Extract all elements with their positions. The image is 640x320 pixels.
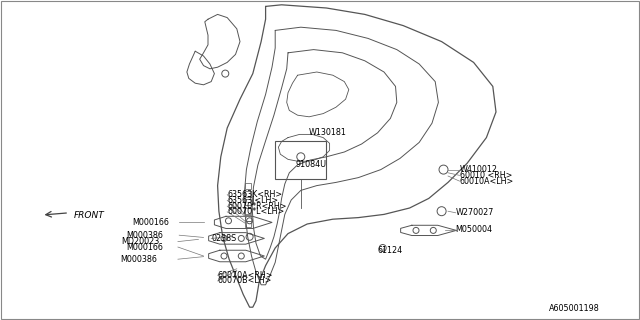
Text: FRONT: FRONT	[74, 211, 104, 220]
Text: 60070*R<RH>: 60070*R<RH>	[227, 202, 287, 211]
Text: 60070A<RH>: 60070A<RH>	[218, 271, 273, 280]
Text: W270027: W270027	[456, 208, 494, 217]
Text: 0238S: 0238S	[211, 234, 236, 243]
Text: 91084U: 91084U	[296, 160, 327, 169]
Text: M000386: M000386	[127, 231, 164, 240]
Text: M000166: M000166	[127, 243, 164, 252]
Text: 60010A<LH>: 60010A<LH>	[460, 177, 514, 186]
Text: MD20023: MD20023	[122, 237, 160, 246]
Bar	[245, 208, 252, 214]
Text: 61124: 61124	[378, 246, 403, 255]
Bar	[245, 215, 252, 220]
Text: 60010 <RH>: 60010 <RH>	[460, 171, 512, 180]
Text: M050004: M050004	[456, 225, 493, 234]
Bar	[275, 141, 326, 179]
Text: M000386: M000386	[120, 255, 157, 264]
Bar	[245, 183, 252, 188]
Text: 63563J<LH>: 63563J<LH>	[227, 196, 278, 205]
Text: 60070B<LH>: 60070B<LH>	[218, 276, 272, 285]
Text: A605001198: A605001198	[549, 304, 600, 313]
Bar	[245, 191, 252, 196]
Text: W130181: W130181	[309, 128, 347, 137]
Text: 60070*L<LH>: 60070*L<LH>	[227, 207, 284, 216]
Text: 63563K<RH>: 63563K<RH>	[227, 190, 282, 199]
Bar	[245, 199, 252, 204]
Text: M000166: M000166	[132, 218, 170, 227]
Text: W410012: W410012	[460, 165, 497, 174]
Bar	[245, 221, 252, 227]
